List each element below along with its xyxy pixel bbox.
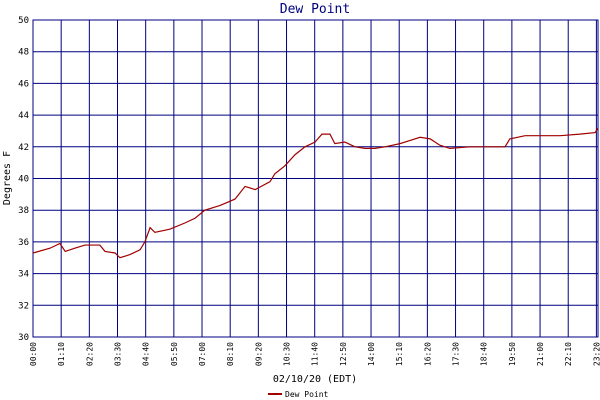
y-tick-label: 50 [18, 16, 29, 26]
data-line [32, 127, 599, 259]
y-tick-label: 46 [18, 79, 29, 89]
plot-frame [32, 19, 599, 338]
x-tick-label: 18:40 [480, 342, 489, 366]
x-tick-label: 08:10 [226, 342, 235, 366]
y-tick-label: 40 [18, 175, 29, 185]
y-tick-label: 38 [18, 206, 29, 216]
y-tick-label: 48 [18, 48, 29, 58]
y-tick-label: 36 [18, 238, 29, 248]
y-tick-label: 30 [18, 333, 29, 343]
y-axis-label: Degrees F [2, 151, 13, 205]
x-tick-label: 04:40 [142, 342, 151, 366]
y-tick-label: 32 [18, 301, 29, 311]
x-tick-label: 10:30 [283, 342, 292, 366]
legend-label: Dew Point [285, 390, 329, 399]
x-tick-label: 23:20 [592, 342, 600, 366]
x-tick-label: 00:00 [29, 342, 38, 366]
x-tick-label: 12:50 [339, 342, 348, 366]
x-tick-label: 02:20 [85, 342, 94, 366]
y-tick-label: 34 [18, 270, 29, 280]
x-tick-label: 03:30 [114, 342, 123, 366]
x-axis-label: 02/10/20 (EDT) [273, 374, 357, 385]
x-tick-label: 14:00 [367, 342, 376, 366]
x-tick-label: 11:40 [311, 342, 320, 366]
x-tick-label: 07:00 [198, 342, 207, 366]
x-tick-label: 01:10 [57, 342, 66, 366]
x-tick-label: 17:30 [452, 342, 461, 366]
x-tick-label: 21:00 [536, 342, 545, 366]
x-tick-label: 19:50 [508, 342, 517, 366]
x-tick-label: 09:20 [254, 342, 263, 366]
x-tick-label: 15:10 [395, 342, 404, 366]
y-tick-label: 44 [18, 111, 29, 121]
x-tick-label: 05:50 [170, 342, 179, 366]
y-tick-label: 42 [18, 143, 29, 153]
x-tick-label: 16:20 [423, 342, 432, 366]
x-tick-label: 22:10 [564, 342, 573, 366]
chart-title: Dew Point [280, 2, 350, 17]
